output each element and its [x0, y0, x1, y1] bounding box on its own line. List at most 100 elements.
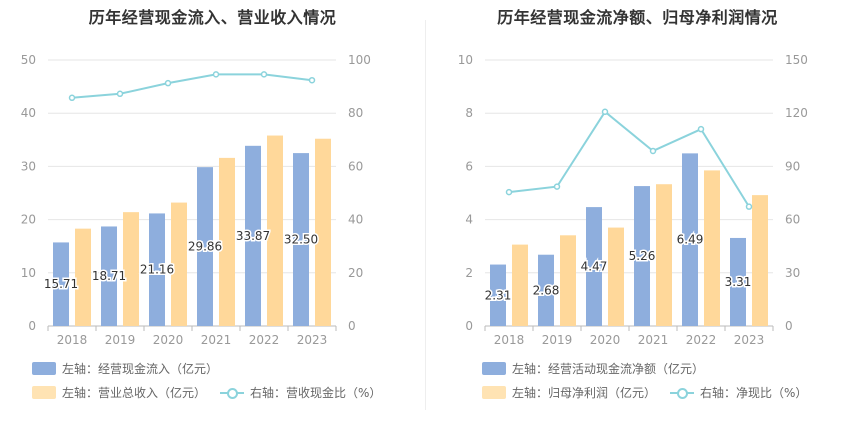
- legend-swatch-bar-yellow: [32, 386, 56, 399]
- y-left-tick-label: 10: [21, 266, 36, 280]
- y-right-tick-label: 60: [348, 159, 363, 173]
- bar-series-2: [123, 212, 139, 326]
- x-tick-label: 2020: [153, 333, 184, 347]
- bar-series-1: [149, 213, 165, 326]
- legend-swatch-line: [220, 386, 244, 399]
- line-series: [71, 73, 313, 99]
- bar-data-label: 18.71: [92, 269, 126, 283]
- legend-swatch-bar-blue: [32, 362, 56, 375]
- legend-right: 左轴：经营活动现金流净额（亿元） 左轴：归母净利润（亿元） 右轴：净现比（%）: [425, 355, 850, 415]
- line-point: [260, 71, 268, 78]
- bar-series-1: [730, 237, 746, 326]
- legend-swatch-line: [670, 386, 694, 399]
- x-tick-label: 2021: [201, 333, 232, 347]
- bar-series-1: [682, 153, 698, 326]
- bar-data-label: 3.31: [725, 275, 752, 289]
- bar-data-label: 6.49: [677, 233, 704, 247]
- legend-item-right-net-profit[interactable]: 左轴：归母净利润（亿元）: [482, 384, 656, 401]
- bar-series-1: [197, 167, 213, 326]
- legend-label: 左轴：归母净利润（亿元）: [512, 386, 657, 400]
- legend-item-left-ratio[interactable]: 右轴：营收现金比（%）: [220, 384, 381, 401]
- legend-swatch-bar-yellow: [482, 386, 506, 399]
- legend-left: 左轴：经营现金流入（亿元） 左轴：营业总收入（亿元） 右轴：营收现金比（%）: [0, 355, 425, 415]
- line-point: [505, 188, 513, 196]
- y-right-tick-label: 80: [348, 106, 363, 120]
- legend-label: 右轴：营收现金比（%）: [250, 386, 382, 400]
- x-tick-label: 2018: [57, 333, 88, 347]
- bar-data-label: 2.31: [485, 288, 512, 302]
- legend-label: 左轴：经营活动现金流净额（亿元）: [512, 362, 705, 376]
- x-tick-label: 2022: [686, 333, 717, 347]
- bar-data-label: 33.87: [236, 229, 270, 243]
- line-point: [649, 147, 657, 155]
- line-point: [212, 71, 220, 78]
- bar-series-1: [53, 242, 69, 326]
- line-point: [553, 183, 561, 190]
- bar-series-2: [656, 184, 672, 326]
- y-left-tick-label: 2: [465, 266, 473, 280]
- y-left-tick-label: 0: [28, 319, 36, 333]
- y-left-tick-label: 20: [21, 213, 36, 227]
- legend-swatch-bar-blue: [482, 362, 506, 375]
- chart-title-left: 历年经营现金流入、营业收入情况: [88, 8, 337, 27]
- y-left-tick-label: 30: [21, 159, 36, 173]
- bar-series-2: [171, 202, 187, 326]
- y-left-tick-label: 6: [465, 159, 473, 173]
- y-right-tick-label: 30: [785, 266, 800, 280]
- chart-left-svg: 0 10 20 30 40 50 0 20 40 60 80 100 2018 2019 2020 2021 2…: [21, 53, 371, 347]
- line-point: [164, 79, 172, 87]
- bar-data-label: 32.50: [284, 233, 318, 247]
- line-point: [68, 94, 76, 102]
- bar-series-1: [586, 207, 602, 326]
- y-right-tick-label: 0: [785, 319, 793, 333]
- legend-label: 右轴：净现比（%）: [700, 386, 808, 400]
- y-left-tick-label: 50: [21, 53, 36, 67]
- bar-series-2: [512, 244, 528, 326]
- bar-series-1: [293, 153, 309, 326]
- bar-data-label: 29.86: [188, 240, 222, 254]
- bar-series-2: [752, 195, 768, 326]
- bar-series-2: [608, 227, 624, 326]
- chart-panel-left: 历年经营现金流入、营业收入情况 0 10 20 30 40 50 0 20 40 60 80 100 2…: [0, 8, 425, 415]
- bar-series-2: [219, 157, 235, 326]
- bar-data-label: 21.16: [140, 263, 174, 277]
- legend-item-right-net-cash[interactable]: 左轴：经营活动现金流净额（亿元）: [482, 360, 704, 377]
- bar-data-label: 2.68: [533, 283, 560, 297]
- x-tick-label: 2019: [105, 333, 136, 347]
- chart-title-right: 历年经营现金流净额、归母净利润情况: [497, 8, 778, 27]
- y-right-tick-label: 0: [348, 319, 356, 333]
- bar-series-1: [101, 226, 117, 326]
- y-left-tick-label: 0: [465, 319, 473, 333]
- bar-series-2: [315, 138, 331, 326]
- y-left-tick-label: 40: [21, 106, 36, 120]
- y-right-tick-label: 90: [785, 159, 800, 173]
- chart-right-svg: 0 2 4 6 8 10 0 30 60 90 120 150 2018 2019 2020 2021 2022…: [458, 53, 808, 347]
- legend-item-left-cash-inflow[interactable]: 左轴：经营现金流入（亿元）: [32, 360, 218, 377]
- x-tick-label: 2021: [638, 333, 669, 347]
- bar-series-1: [490, 264, 506, 326]
- bar-series-2: [560, 235, 576, 326]
- chart-panel-right: 历年经营现金流净额、归母净利润情况 0 2 4 6 8 10 0 30 60 90 120 150 20…: [425, 0, 850, 437]
- bar-series-1: [245, 145, 261, 326]
- x-tick-label: 2023: [734, 333, 765, 347]
- bar-data-label: 4.47: [581, 260, 608, 274]
- x-tick-label: 2022: [249, 333, 280, 347]
- bar-series-1: [634, 186, 650, 326]
- bar-series-1: [538, 254, 554, 326]
- legend-item-right-ratio[interactable]: 右轴：净现比（%）: [670, 384, 807, 401]
- x-tick-label: 2023: [297, 333, 328, 347]
- line-point: [697, 125, 705, 133]
- y-right-tick-label: 40: [348, 213, 363, 227]
- y-right-tick-label: 60: [785, 213, 800, 227]
- x-tick-label: 2020: [590, 333, 621, 347]
- y-right-tick-label: 150: [785, 53, 808, 67]
- line-point: [308, 76, 316, 84]
- y-right-tick-label: 20: [348, 266, 363, 280]
- line-point: [745, 203, 753, 210]
- legend-label: 左轴：营业总收入（亿元）: [62, 386, 207, 400]
- line-point: [601, 108, 609, 116]
- x-tick-label: 2018: [494, 333, 525, 347]
- legend-item-left-revenue[interactable]: 左轴：营业总收入（亿元）: [32, 384, 206, 401]
- line-point: [116, 90, 124, 98]
- y-right-tick-label: 100: [348, 53, 371, 67]
